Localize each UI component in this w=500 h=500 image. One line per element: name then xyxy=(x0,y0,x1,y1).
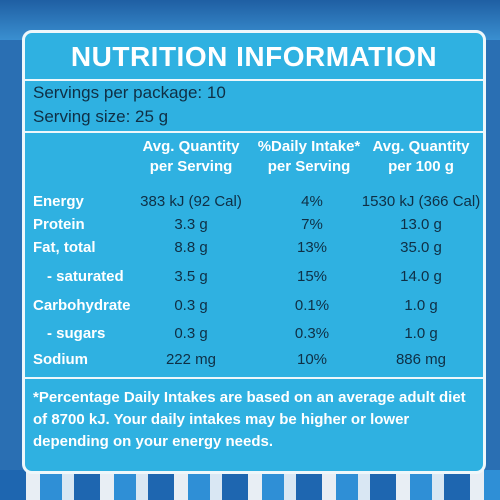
column-header-line: per Serving xyxy=(267,158,351,175)
value-daily-intake: 0.3% xyxy=(294,325,330,342)
nutrient-label: - saturated xyxy=(47,268,124,285)
value-per-100g: 13.0 g xyxy=(400,216,442,233)
value-per-100g: 1.0 g xyxy=(404,325,438,342)
value-per-100g: 886 mg xyxy=(395,351,447,368)
value-daily-intake: 4% xyxy=(301,193,323,210)
column-header-line: per 100 g xyxy=(388,158,454,175)
value-daily-intake: 7% xyxy=(301,216,323,233)
nutrient-label: Sodium xyxy=(33,351,88,368)
table-row-sodium: Sodium 222 mg 10% 886 mg xyxy=(25,351,483,375)
value-daily-intake: 0.1% xyxy=(294,297,330,314)
table-row-sugars: - sugars 0.3 g 0.3% 1.0 g xyxy=(25,325,483,349)
nutrient-label: Carbohydrate xyxy=(33,297,131,314)
footnote: *Percentage Daily Intakes are based on a… xyxy=(33,389,466,450)
value-per-serving: 3.3 g xyxy=(174,216,208,233)
value-daily-intake: 15% xyxy=(296,268,328,285)
nutrient-label: Fat, total xyxy=(33,239,96,256)
column-header-per-serving: Avg. Quantity per Serving xyxy=(133,137,249,177)
column-header-line: %Daily Intake* xyxy=(257,138,361,155)
value-per-serving: 0.3 g xyxy=(174,325,208,342)
nutrient-label: Energy xyxy=(33,193,84,210)
table-row-fat-total: Fat, total 8.8 g 13% 35.0 g xyxy=(25,239,483,263)
column-header-daily-intake: %Daily Intake* per Serving xyxy=(251,137,367,177)
value-per-100g: 35.0 g xyxy=(400,239,442,256)
footnote-divider xyxy=(25,377,483,379)
table-row-energy: Energy 383 kJ (92 Cal) 4% 1530 kJ (366 C… xyxy=(25,193,483,217)
value-daily-intake: 10% xyxy=(296,351,328,368)
table-row-saturated: - saturated 3.5 g 15% 14.0 g xyxy=(25,268,483,292)
value-per-100g: 1530 kJ (366 Cal) xyxy=(361,193,481,210)
value-per-100g: 14.0 g xyxy=(400,268,442,285)
nutrition-panel: NUTRITION INFORMATION Servings per packa… xyxy=(22,30,486,474)
column-header-line: per Serving xyxy=(149,158,233,175)
panel-title: NUTRITION INFORMATION xyxy=(70,41,438,72)
nutrient-label: Protein xyxy=(33,216,85,233)
column-header-line: Avg. Quantity xyxy=(142,138,240,155)
title-divider xyxy=(25,79,483,81)
value-per-serving: 383 kJ (92 Cal) xyxy=(140,193,242,210)
value-per-serving: 8.8 g xyxy=(174,239,208,256)
value-per-serving: 222 mg xyxy=(165,351,217,368)
value-per-serving: 3.5 g xyxy=(174,268,208,285)
package-background-pattern xyxy=(0,470,500,500)
value-per-100g: 1.0 g xyxy=(404,297,438,314)
value-per-serving: 0.3 g xyxy=(174,297,208,314)
value-daily-intake: 13% xyxy=(296,239,328,256)
table-row-carbohydrate: Carbohydrate 0.3 g 0.1% 1.0 g xyxy=(25,297,483,321)
table-row-protein: Protein 3.3 g 7% 13.0 g xyxy=(25,216,483,240)
nutrient-label: - sugars xyxy=(47,325,106,342)
servings-per-package: Servings per package: 10 xyxy=(33,83,226,102)
column-header-per-100g: Avg. Quantity per 100 g xyxy=(359,137,483,177)
serving-size: Serving size: 25 g xyxy=(33,107,169,126)
column-header-line: Avg. Quantity xyxy=(372,138,470,155)
header-divider xyxy=(25,131,483,133)
